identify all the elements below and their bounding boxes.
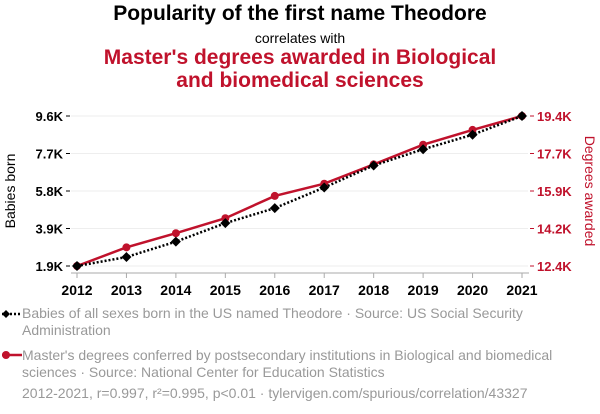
x-tick-label: 2016 [259,282,290,298]
x-tick-label: 2015 [210,282,241,298]
data-point-theodore [467,129,478,140]
legend-item-degrees: Master's degrees conferred by postsecond… [22,347,582,381]
series-line-degrees [76,114,523,268]
footer-stats: 2012-2021, r=0.997, r²=0.995, p<0.01 · t… [22,385,528,401]
data-point-degrees [270,191,279,200]
x-tick-label: 2018 [358,282,389,298]
y-tick-left: 9.6K [36,109,64,124]
legend-item-theodore: Babies of all sexes born in the US named… [22,305,582,339]
title2-line2: and biomedical sciences [176,69,424,92]
data-point-theodore [269,203,280,214]
data-point-theodore [368,160,379,171]
y-tick-right: 19.4K [537,109,572,124]
data-point-theodore [220,218,231,229]
y-tick-right: 17.7K [537,147,572,162]
x-tick-label: 2021 [506,282,537,298]
title2-line1: Master's degrees awarded in Biological [103,46,497,69]
series-line-theodore [76,114,523,268]
legend-label: Babies of all sexes born in the US named… [22,305,523,338]
x-tick-label: 2012 [61,282,92,298]
chart-subtitle: correlates with [254,30,346,46]
y-tick-right: 15.9K [537,184,572,199]
y-tick-left: 7.7K [36,147,64,162]
x-tick-label: 2014 [160,282,191,298]
data-point-theodore [319,182,330,193]
data-point-theodore [517,111,527,121]
y-tick-right: 12.4K [537,259,572,274]
legend-label: Master's degrees conferred by postsecond… [22,347,553,380]
y-axis-label-left: Babies born [2,154,18,229]
data-point-theodore [121,252,132,263]
y-tick-left: 1.9K [36,259,64,274]
data-point-degrees [122,243,131,252]
x-tick-label: 2017 [309,282,340,298]
legend-dot-icon [2,351,10,359]
legend-diamond-icon [2,310,10,318]
data-point-theodore [170,236,181,247]
data-point-theodore [72,261,82,271]
chart-title: Popularity of the first name Theodore [113,2,487,25]
y-axis-label-right: Degrees awarded [582,136,598,247]
y-tick-right: 14.2K [537,222,572,237]
y-tick-left: 3.9K [36,222,64,237]
x-tick-label: 2019 [408,282,439,298]
x-tick-label: 2020 [457,282,488,298]
y-tick-left: 5.8K [36,184,64,199]
x-tick-label: 2013 [111,282,142,298]
chart-title-2: Master's degrees awarded in Biological an… [0,46,600,92]
data-point-degrees [171,229,180,238]
data-point-theodore [418,144,429,155]
